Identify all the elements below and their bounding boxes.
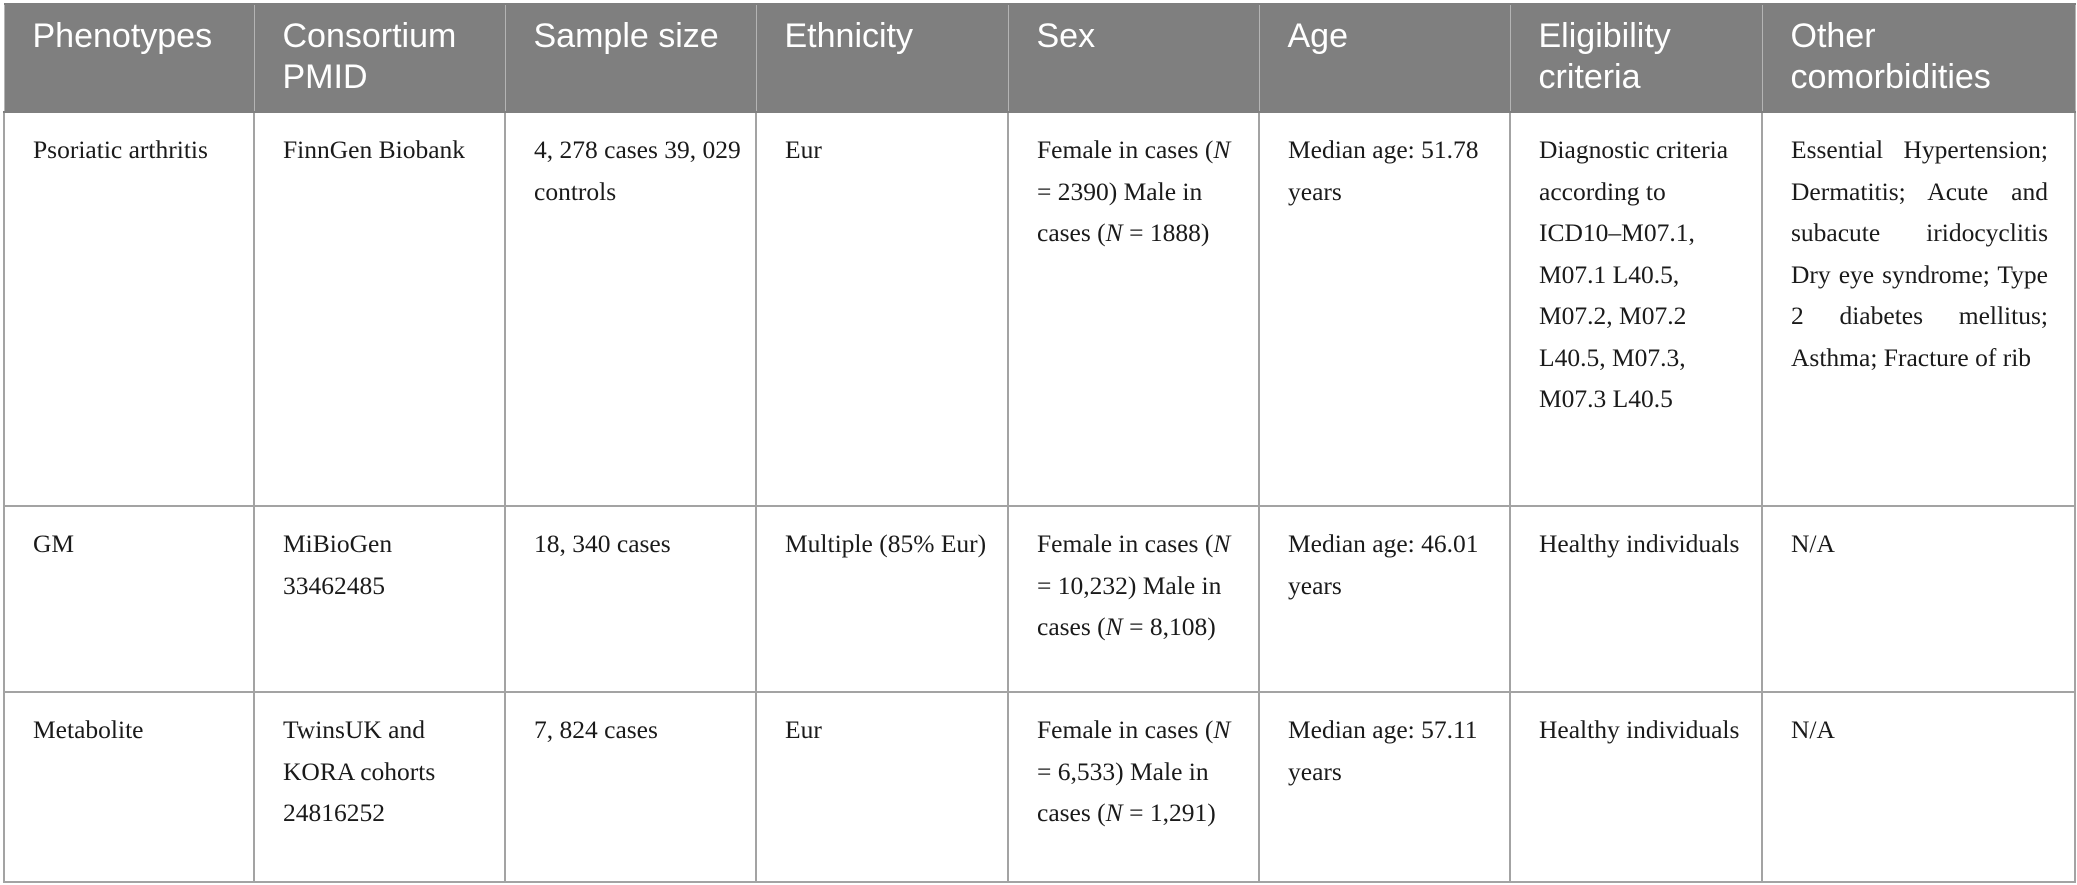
cell-sample-size: 18, 340 cases: [504, 505, 757, 693]
sex-male-n-symbol: N: [1105, 798, 1123, 827]
cell-consortium: TwinsUK and KORA cohorts 24816252: [253, 691, 506, 883]
table-row: GM MiBioGen 33462485 18, 340 cases Multi…: [3, 505, 2076, 693]
cell-consortium: FinnGen Biobank: [253, 111, 506, 507]
sex-female-n-symbol: N: [1213, 715, 1231, 744]
cell-age: Median age: 46.01 years: [1258, 505, 1511, 693]
table-row: Metabolite TwinsUK and KORA cohorts 2481…: [3, 691, 2076, 883]
sex-female-n-value: = 6,533): [1037, 756, 1124, 786]
sex-female-prefix: Female in cases (: [1037, 135, 1214, 164]
cell-eligibility: Diagnostic criteria according to ICD10–M…: [1509, 111, 1763, 507]
sex-female-n-value: = 2390): [1037, 176, 1118, 206]
cell-comorbidities: Essential Hypertension; Dermatitis; Acut…: [1761, 111, 2076, 507]
header-sex: Sex: [1007, 3, 1260, 113]
cell-sample-size: 7, 824 cases: [504, 691, 757, 883]
cell-comorbidities: N/A: [1761, 505, 2076, 693]
cell-sex: Female in cases (N = 10,232) Male in cas…: [1007, 505, 1260, 693]
cell-sample-size: 4, 278 cases 39, 029 controls: [504, 111, 757, 507]
cell-consortium: MiBioGen 33462485: [253, 505, 506, 693]
cell-comorbidities: N/A: [1761, 691, 2076, 883]
data-table: Phenotypes Consortium PMID Sample size E…: [3, 3, 2076, 883]
cell-ethnicity: Multiple (85% Eur): [755, 505, 1009, 693]
sex-female-n-symbol: N: [1213, 135, 1231, 164]
sex-male-prefix: Male in cases (: [1037, 176, 1203, 248]
header-consortium-pmid: Consortium PMID: [253, 3, 506, 113]
cell-phenotype: Psoriatic arthritis: [3, 111, 255, 507]
header-phenotypes: Phenotypes: [3, 3, 255, 113]
cell-age: Median age: 57.11 years: [1258, 691, 1511, 883]
table-header: Phenotypes Consortium PMID Sample size E…: [3, 3, 2076, 113]
cell-eligibility: Healthy individuals: [1509, 505, 1763, 693]
sex-male-prefix: Male in cases (: [1037, 570, 1222, 642]
cell-sex: Female in cases (N = 6,533) Male in case…: [1007, 691, 1260, 883]
sex-female-n-symbol: N: [1213, 529, 1231, 558]
sex-male-n-value: = 8,108): [1122, 612, 1216, 641]
sex-female-n-value: = 10,232): [1037, 570, 1137, 600]
header-eligibility-criteria: Eligibility criteria: [1509, 3, 1763, 113]
cell-age: Median age: 51.78 years: [1258, 111, 1511, 507]
header-age: Age: [1258, 3, 1511, 113]
cell-ethnicity: Eur: [755, 111, 1009, 507]
sex-male-n-symbol: N: [1105, 612, 1123, 641]
table-row: Psoriatic arthritis FinnGen Biobank 4, 2…: [3, 111, 2076, 507]
cell-phenotype: GM: [3, 505, 255, 693]
cell-phenotype: Metabolite: [3, 691, 255, 883]
sex-male-n-value: = 1888): [1122, 218, 1210, 247]
header-other-comorbidities: Other comorbidities: [1761, 3, 2076, 113]
cell-ethnicity: Eur: [755, 691, 1009, 883]
sex-male-n-value: = 1,291): [1122, 798, 1216, 827]
sex-female-prefix: Female in cases (: [1037, 529, 1214, 558]
cell-sex: Female in cases (N = 2390) Male in cases…: [1007, 111, 1260, 507]
table-body: Psoriatic arthritis FinnGen Biobank 4, 2…: [3, 111, 2076, 883]
cell-eligibility: Healthy individuals: [1509, 691, 1763, 883]
sex-male-prefix: Male in cases (: [1037, 756, 1209, 828]
sex-male-n-symbol: N: [1105, 218, 1123, 247]
sex-female-prefix: Female in cases (: [1037, 715, 1214, 744]
header-ethnicity: Ethnicity: [755, 3, 1009, 113]
header-row: Phenotypes Consortium PMID Sample size E…: [3, 3, 2076, 113]
header-sample-size: Sample size: [504, 3, 757, 113]
